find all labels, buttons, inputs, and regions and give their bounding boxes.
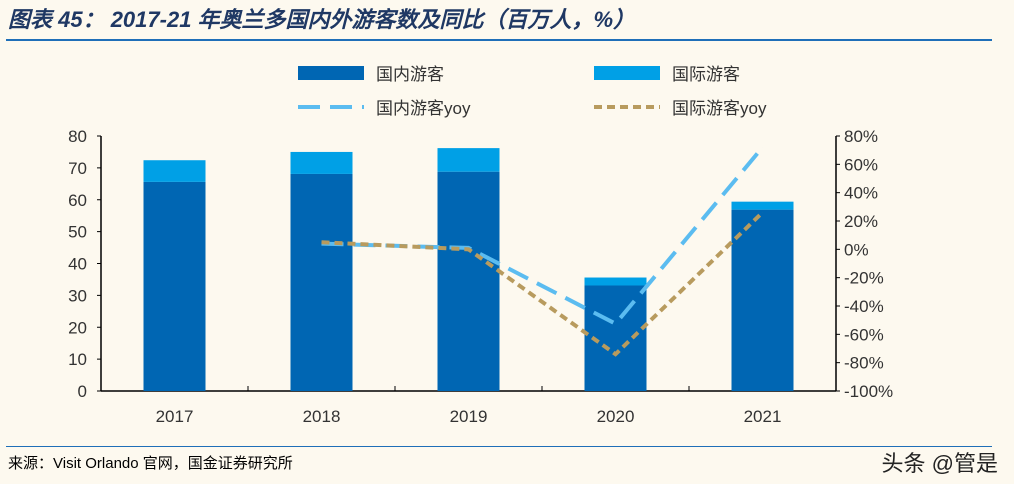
bar-2021-国际游客	[731, 201, 794, 210]
left-tick-label: 80	[68, 127, 87, 146]
legend-swatch	[594, 66, 660, 80]
x-tick-label: 2017	[156, 407, 194, 426]
right-tick-label: 20%	[844, 212, 878, 231]
left-tick-label: 50	[68, 223, 87, 242]
left-tick-label: 70	[68, 159, 87, 178]
bar-2018-国内游客	[290, 173, 353, 391]
right-tick-label: -80%	[844, 354, 884, 373]
source-note: 来源：Visit Orlando 官网，国金证券研究所	[8, 455, 293, 472]
legend-swatch	[298, 66, 364, 80]
title-divider	[6, 39, 992, 41]
right-tick-label: -100%	[844, 382, 893, 401]
bar-2021-国内游客	[731, 209, 794, 391]
footer-divider	[6, 446, 992, 447]
left-tick-label: 0	[78, 382, 87, 401]
right-tick-label: 80%	[844, 127, 878, 146]
figure-title: 图表 45： 2017-21 年奥兰多国内外游客数及同比（百万人，%）	[8, 7, 636, 32]
legend-label: 国际游客yoy	[672, 99, 767, 118]
legend-label: 国内游客yoy	[376, 99, 471, 118]
left-tick-label: 40	[68, 255, 87, 274]
legend-label: 国内游客	[376, 65, 444, 84]
line-国际游客yoy	[321, 211, 764, 357]
left-tick-label: 20	[68, 318, 87, 337]
bar-2018-国际游客	[290, 151, 353, 174]
bar-2017-国内游客	[143, 181, 206, 391]
watermark: 头条 @管是	[881, 451, 998, 476]
right-tick-label: -60%	[844, 325, 884, 344]
x-tick-label: 2018	[303, 407, 341, 426]
right-tick-label: 60%	[844, 155, 878, 174]
right-tick-label: 0%	[844, 240, 869, 259]
x-tick-label: 2019	[450, 407, 488, 426]
bar-2020-国际游客	[584, 277, 647, 286]
bar-2017-国际游客	[143, 160, 206, 182]
legend-label: 国际游客	[672, 65, 740, 84]
bar-2019-国际游客	[437, 148, 500, 172]
line-国内游客yoy	[321, 146, 765, 327]
bar-2019-国内游客	[437, 171, 500, 391]
right-tick-label: 40%	[844, 184, 878, 203]
x-tick-label: 2021	[744, 407, 782, 426]
left-tick-label: 30	[68, 286, 87, 305]
right-tick-label: -20%	[844, 269, 884, 288]
left-tick-label: 60	[68, 191, 87, 210]
x-tick-label: 2020	[597, 407, 635, 426]
left-tick-label: 10	[68, 350, 87, 369]
right-tick-label: -40%	[844, 297, 884, 316]
